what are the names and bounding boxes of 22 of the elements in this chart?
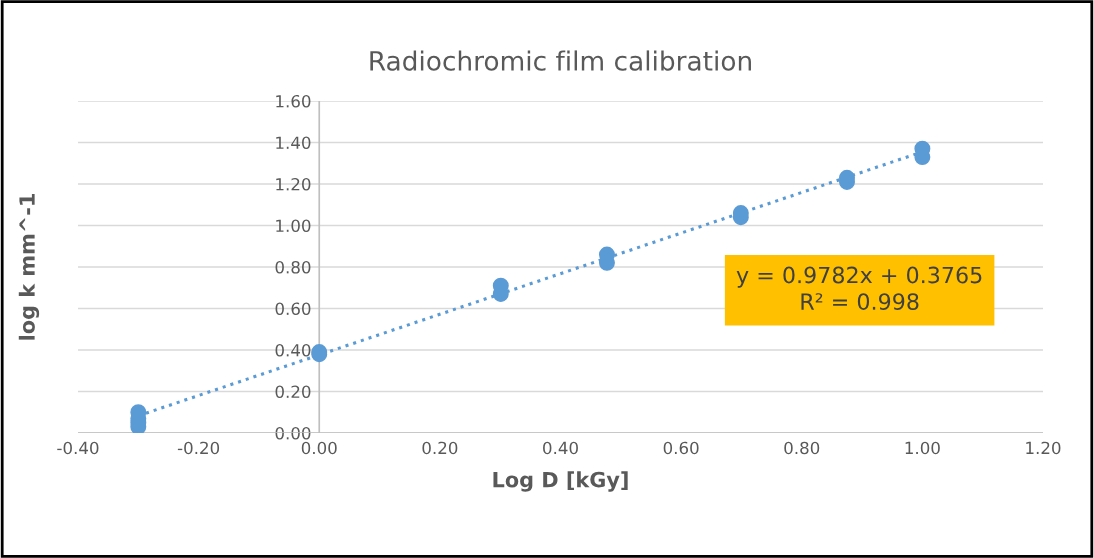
- x-tick-label: 1.00: [905, 441, 940, 455]
- y-tick-label: 0.60: [275, 302, 311, 316]
- x-axis-title: Log D [kGy]: [493, 471, 628, 492]
- x-tick-label: -0.40: [57, 441, 99, 455]
- x-tick-label: 0.20: [422, 441, 458, 455]
- y-tick-label: 0.40: [275, 343, 311, 357]
- y-tick-label: 1.60: [276, 94, 311, 108]
- x-tick-label: 1.20: [1026, 441, 1061, 455]
- y-tick-label: 0.20: [275, 385, 311, 399]
- x-tick-label: 0.60: [663, 441, 699, 455]
- x-tick-label: 0.80: [784, 441, 820, 455]
- y-tick-label: 0.80: [275, 260, 311, 274]
- y-tick-label: 1.20: [276, 177, 311, 191]
- x-tick-label: 0.00: [301, 441, 337, 455]
- x-tick-label: 0.40: [543, 441, 578, 455]
- y-tick-label: 1.40: [276, 136, 311, 150]
- y-tick-label: 1.00: [276, 219, 311, 233]
- x-tick-label: -0.20: [177, 441, 220, 455]
- chart-title: Radiochromic film calibration: [370, 50, 751, 71]
- annotation: y = 0.9782x + 0.3765 R² = 0.998: [736, 266, 982, 310]
- y-axis-title: log k mm^-1: [18, 194, 40, 340]
- y-tick-label: 0.00: [275, 426, 311, 440]
